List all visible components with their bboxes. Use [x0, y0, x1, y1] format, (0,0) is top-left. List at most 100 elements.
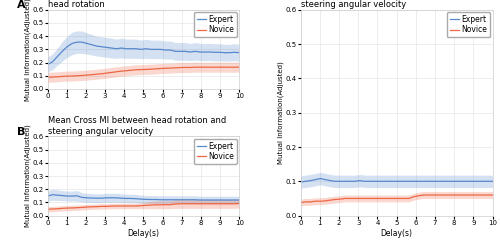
Expert [212, 51, 218, 54]
Expert [178, 198, 184, 201]
Expert [162, 49, 168, 51]
Novice [187, 66, 193, 69]
Novice [376, 197, 382, 200]
Expert [84, 196, 90, 199]
Expert [474, 180, 480, 183]
Novice [406, 197, 412, 200]
Novice [118, 205, 124, 208]
Novice [236, 202, 242, 205]
Expert [455, 180, 461, 183]
Novice [79, 206, 85, 209]
Expert [236, 198, 242, 201]
Novice [216, 66, 222, 69]
Text: Mean Cross MI between head rotation and
steering angular velocity: Mean Cross MI between head rotation and … [48, 116, 226, 136]
Novice [64, 207, 70, 209]
Novice [168, 67, 173, 70]
Novice [465, 194, 471, 196]
Novice [298, 201, 304, 204]
Novice [455, 194, 461, 196]
Expert [118, 47, 124, 49]
Expert [133, 197, 139, 200]
Expert [108, 196, 114, 199]
Novice [212, 202, 218, 205]
Expert [327, 179, 333, 182]
Novice [148, 68, 154, 71]
Novice [94, 73, 100, 76]
Expert [202, 198, 208, 201]
Line: Expert: Expert [300, 179, 492, 182]
Expert [108, 47, 114, 49]
Expert [362, 180, 368, 183]
Novice [187, 202, 193, 205]
Novice [162, 67, 168, 70]
Novice [98, 72, 104, 75]
Text: A: A [17, 0, 25, 10]
Novice [426, 194, 432, 196]
Novice [342, 197, 348, 200]
Novice [207, 202, 213, 205]
Expert [436, 180, 442, 183]
Text: B: B [17, 127, 25, 137]
Novice [104, 205, 110, 208]
Novice [133, 205, 139, 208]
X-axis label: Delay(s): Delay(s) [380, 229, 412, 238]
Novice [327, 199, 333, 202]
Expert [480, 180, 486, 183]
Expert [216, 198, 222, 201]
Expert [50, 61, 56, 63]
Expert [123, 197, 129, 200]
Expert [192, 50, 198, 53]
Novice [138, 204, 144, 207]
Expert [401, 180, 407, 183]
Expert [94, 45, 100, 48]
Expert [202, 50, 208, 53]
Expert [212, 198, 218, 201]
Novice [118, 70, 124, 73]
Novice [168, 203, 173, 206]
Line: Novice: Novice [48, 203, 240, 209]
Novice [411, 195, 417, 198]
Novice [133, 68, 139, 71]
Expert [64, 195, 70, 197]
Novice [98, 205, 104, 208]
X-axis label: Delay(s): Delay(s) [128, 229, 160, 238]
Novice [216, 202, 222, 205]
Expert [460, 180, 466, 183]
Expert [490, 180, 496, 183]
Expert [226, 198, 232, 201]
Novice [332, 198, 338, 201]
Expert [347, 180, 353, 183]
Expert [416, 180, 422, 183]
Novice [232, 66, 237, 69]
Novice [89, 205, 95, 208]
Expert [148, 198, 154, 201]
Novice [192, 202, 198, 205]
Novice [420, 194, 426, 196]
Expert [89, 43, 95, 46]
Expert [152, 48, 158, 51]
Text: Mean Cross MI between eye movements and
head rotation: Mean Cross MI between eye movements and … [48, 0, 237, 9]
Novice [44, 208, 51, 211]
Expert [44, 195, 51, 197]
Novice [178, 66, 184, 69]
Expert [168, 198, 173, 201]
Expert [318, 177, 324, 180]
Expert [182, 50, 188, 53]
Novice [60, 75, 66, 78]
Expert [484, 180, 490, 183]
Expert [226, 51, 232, 54]
Expert [123, 47, 129, 50]
Expert [118, 197, 124, 200]
Expert [187, 198, 193, 201]
Y-axis label: Mutual Information(Adjusted): Mutual Information(Adjusted) [24, 125, 30, 227]
Novice [123, 69, 129, 72]
Novice [222, 66, 228, 69]
Novice [54, 75, 60, 78]
Novice [430, 194, 436, 196]
Novice [143, 68, 149, 71]
Novice [108, 205, 114, 208]
Expert [172, 198, 178, 201]
Novice [222, 202, 228, 205]
Expert [44, 63, 51, 66]
Legend: Expert, Novice: Expert, Novice [194, 12, 237, 37]
